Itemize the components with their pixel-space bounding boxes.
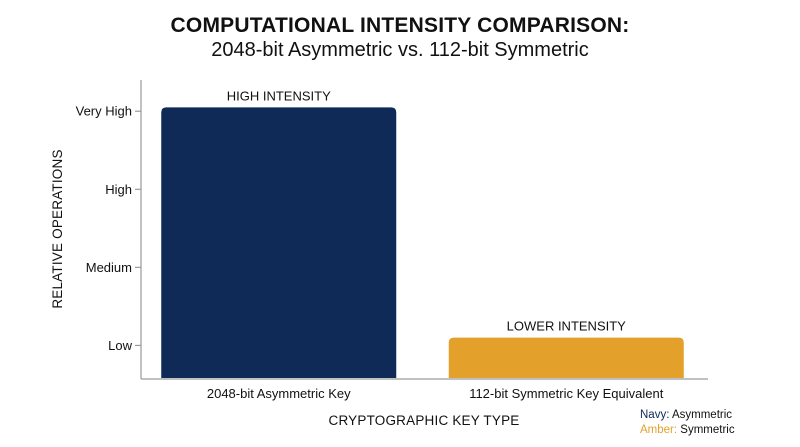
legend-key-amber: Amber: (640, 424, 678, 436)
bar-data-label: HIGH INTENSITY (227, 88, 331, 103)
y-axis-ticks: Low Medium High Very High (76, 104, 141, 353)
legend-key-navy: Navy: (640, 409, 670, 421)
chart-subtitle: 2048-bit Asymmetric vs. 112-bit Symmetri… (211, 39, 589, 61)
bar-data-label: LOWER INTENSITY (507, 319, 627, 334)
bars (161, 107, 684, 378)
bar-symmetric (448, 337, 684, 378)
legend-item-amber: Amber: Symmetric (640, 423, 735, 438)
y-tick-label: Very High (76, 104, 132, 119)
x-category-label: 2048-bit Asymmetric Key (207, 386, 351, 401)
y-tick-label: High (105, 182, 132, 197)
x-axis-title: CRYPTOGRAPHIC KEY TYPE (329, 413, 520, 428)
chart-title: COMPUTATIONAL INTENSITY COMPARISON: (170, 14, 630, 37)
bar-data-labels: HIGH INTENSITY LOWER INTENSITY (227, 88, 626, 333)
legend-note: Navy: Asymmetric Amber: Symmetric (640, 408, 735, 438)
legend-label-asymmetric: Asymmetric (671, 409, 733, 421)
category-labels: 2048-bit Asymmetric Key 112-bit Symmetric… (207, 386, 664, 401)
y-tick-label: Low (108, 338, 132, 353)
x-category-label: 112-bit Symmetric Key Equivalent (469, 386, 664, 401)
legend-label-symmetric: Symmetric (680, 424, 735, 436)
y-axis-title: RELATIVE OPERATIONS (50, 149, 65, 308)
legend-item-navy: Navy: Asymmetric (640, 408, 735, 423)
bar-asymmetric (161, 107, 397, 378)
y-tick-label: Medium (86, 260, 132, 275)
